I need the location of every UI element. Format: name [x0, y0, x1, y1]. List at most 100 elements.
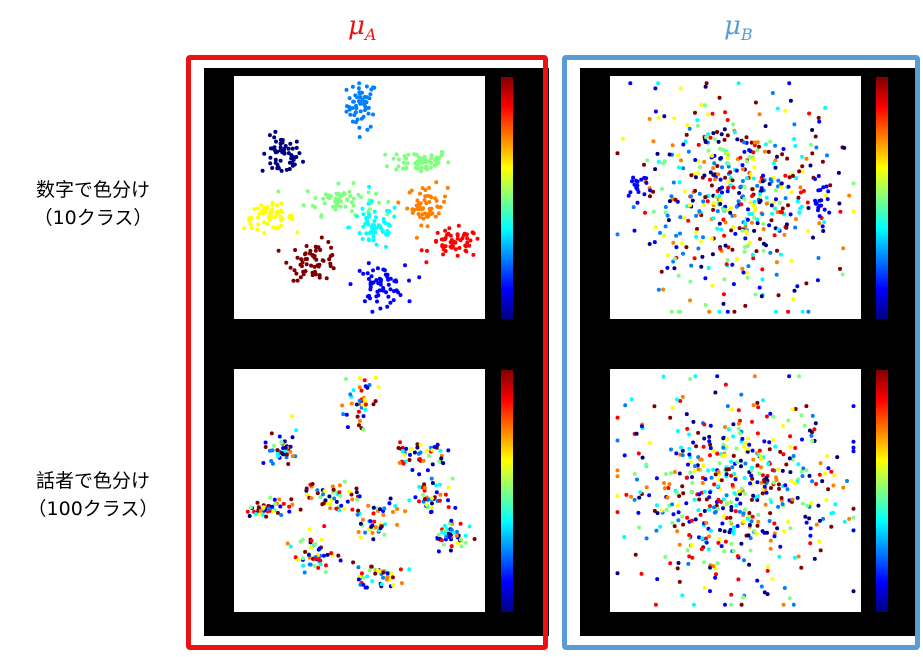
scatter-point [262, 151, 267, 156]
scatter-point [276, 248, 281, 253]
scatter-point [284, 260, 289, 265]
scatter-point [747, 148, 752, 153]
scatter-point [851, 404, 856, 409]
scatter-point [723, 425, 727, 429]
frame-mu-b [562, 55, 920, 650]
scatter-point [402, 452, 407, 457]
scatter-point [775, 248, 779, 253]
scatter-point [403, 509, 407, 514]
scatter-point [689, 173, 694, 178]
scatter-point [465, 236, 470, 241]
scatter-point [732, 130, 737, 135]
scatter-point [736, 81, 741, 86]
scatter-point [676, 561, 681, 565]
scatter-point [278, 504, 283, 509]
scatter-point [800, 154, 804, 159]
scatter-point [697, 497, 702, 502]
scatter-point [684, 245, 689, 250]
scatter-point [443, 228, 448, 233]
scatter-point [775, 154, 779, 159]
scatter-point [615, 474, 620, 479]
scatter-point [779, 185, 784, 190]
scatter-point [734, 204, 739, 209]
scatter-point [450, 476, 455, 481]
scatter-point [404, 446, 409, 451]
scatter-point [718, 156, 723, 161]
scatter-point [363, 407, 368, 412]
scatter-point [731, 529, 736, 534]
scatter-point [337, 508, 342, 513]
scatter-point [270, 509, 275, 514]
scatter-point [752, 208, 757, 213]
scatter-point [757, 471, 762, 476]
scatter-point [283, 144, 288, 148]
scatter-point [787, 456, 792, 461]
scatter-point [407, 567, 412, 572]
scatter-point [663, 210, 668, 215]
scatter-point [615, 571, 620, 576]
scatter-point [458, 521, 463, 526]
scatter-point [670, 405, 675, 410]
scatter-point [751, 457, 756, 462]
scatter-point [278, 145, 283, 150]
scatter-point [430, 448, 435, 453]
scatter-point [385, 164, 389, 169]
scatter-point [821, 516, 826, 521]
scatter-point [751, 256, 756, 261]
scatter-point [290, 146, 295, 151]
scatter-point [720, 190, 724, 195]
scatter-point [755, 523, 760, 528]
scatter-point [652, 240, 657, 245]
scatter-point [752, 140, 757, 145]
scatter-point [790, 407, 795, 412]
scatter-point [721, 217, 726, 222]
scatter-point [357, 376, 362, 381]
scatter-point [395, 522, 400, 527]
scatter-point [320, 258, 325, 263]
scatter-point [711, 172, 716, 177]
scatter-point [676, 510, 681, 515]
scatter-point [407, 458, 412, 462]
scatter-point [644, 485, 649, 490]
scatter-point [392, 205, 397, 210]
scatter-point [743, 303, 748, 308]
scatter-point [424, 448, 429, 453]
scatter-point [751, 150, 756, 155]
scatter-point [678, 215, 683, 220]
scatter-point [813, 421, 818, 426]
scatter-point [672, 256, 677, 261]
scatter-point [695, 118, 700, 123]
scatter-point [708, 528, 713, 533]
scatter-point [434, 490, 439, 495]
scatter-point [294, 139, 299, 144]
scatter-point [741, 595, 746, 600]
scatter-point [328, 506, 333, 511]
scatter-point [820, 479, 825, 484]
scatter-point [738, 501, 743, 506]
scatter-point [821, 229, 826, 233]
scatter-point [269, 431, 274, 436]
scatter-point [266, 506, 271, 511]
scatter-point [755, 480, 760, 485]
scatter-point [445, 185, 450, 190]
scatter-point [437, 459, 442, 464]
scatter-point [351, 99, 356, 104]
scatter-point [305, 189, 310, 194]
scatter-point [719, 478, 724, 483]
scatter-point [704, 497, 709, 502]
scatter-point [448, 233, 453, 238]
scatter-point [247, 514, 252, 518]
scatter-point [471, 252, 476, 257]
scatter-point [372, 219, 377, 224]
scatter-point [255, 206, 260, 211]
scatter-point [725, 437, 729, 442]
scatter-point [684, 475, 689, 480]
scatter-point [257, 211, 262, 216]
scatter-point [744, 159, 749, 164]
scatter-point [442, 199, 446, 204]
scatter-point [805, 200, 810, 205]
scatter-point [324, 563, 328, 568]
scatter-point [306, 552, 311, 557]
scatter-point [279, 440, 284, 445]
scatter-point [414, 203, 419, 208]
